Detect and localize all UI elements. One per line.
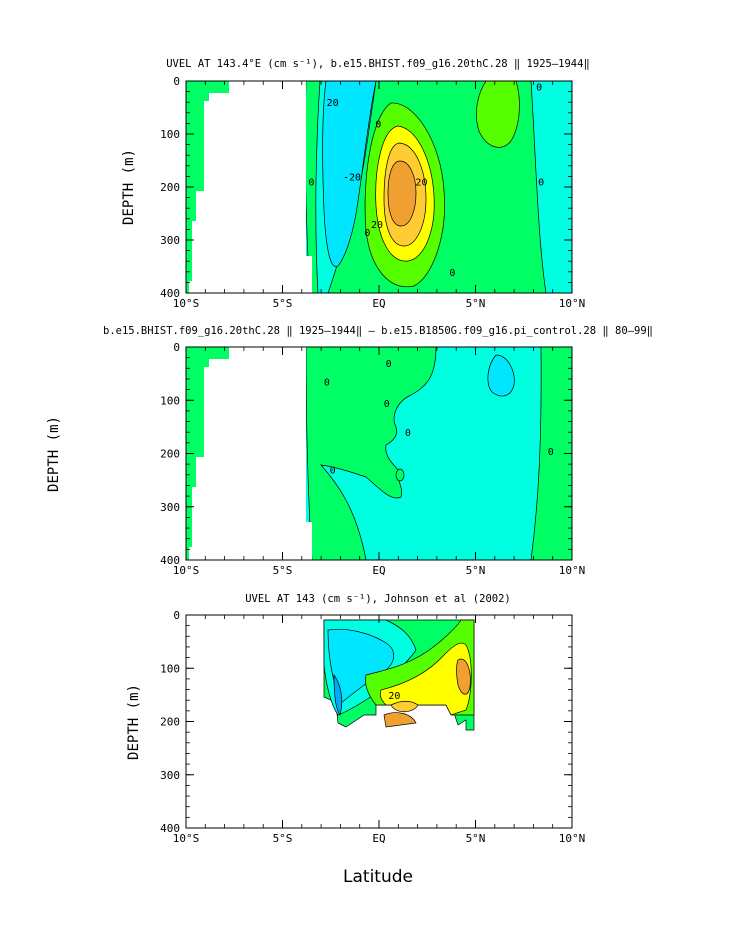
x-tick-label: 5°N: [466, 564, 486, 577]
panel-2: b.e15.BHIST.f09_g16.20thC.28 ‖ 1925–1944…: [103, 325, 653, 561]
panel-1-contour-fill-lime: [476, 81, 520, 148]
panel-2-contour-fill-green-west: [305, 347, 437, 560]
contour-label: 0: [386, 359, 392, 370]
y-tick-label: 0: [173, 341, 180, 354]
panel-1-contour-fill-orange: [387, 160, 417, 227]
panel-2-land-mask: [186, 347, 312, 560]
panel-1: UVEL AT 143.4°E (cm s⁻¹), b.e15.BHIST.f0…: [166, 58, 590, 294]
contour-label: -20: [343, 172, 361, 183]
panel-1-title: UVEL AT 143.4°E (cm s⁻¹), b.e15.BHIST.f0…: [166, 58, 590, 70]
x-tick-label: EQ: [372, 564, 385, 577]
x-tick-label: EQ: [372, 297, 385, 310]
panel-3-title: UVEL AT 143 (cm s⁻¹), Johnson et al (200…: [245, 593, 511, 605]
contour-label: 0: [308, 178, 314, 189]
contour-label: 20: [371, 220, 383, 231]
x-axis-label: Latitude: [343, 867, 413, 887]
x-tick-label: 10°S: [173, 832, 200, 845]
x-tick-label: 10°N: [559, 564, 586, 577]
contour-label: 0: [375, 119, 381, 130]
panel-3-contour-fill-deep-blue: [333, 673, 343, 716]
contour-label: 0: [384, 399, 390, 410]
y-tick-label: 200: [160, 716, 180, 729]
y-tick-label: 100: [160, 128, 180, 141]
x-tick-label: 5°N: [466, 832, 486, 845]
contour-label: 0: [538, 178, 544, 189]
y-tick-label: 200: [160, 448, 180, 461]
panel-2-contour-fill-cyan-blob: [487, 354, 515, 397]
contour-label: 0: [324, 378, 330, 389]
y-tick-label: 300: [160, 234, 180, 247]
panel-3-plot: [186, 615, 572, 828]
y-tick-label: 400: [160, 554, 180, 567]
y-axis-label: DEPTH (m): [121, 149, 137, 225]
contour-label: 0: [548, 447, 554, 458]
y-axis-label: DEPTH (m): [126, 684, 142, 760]
x-tick-label: 10°S: [173, 564, 200, 577]
contour-label: 0: [364, 228, 370, 239]
y-tick-label: 0: [173, 75, 180, 88]
panel-3-contour-fill-orange-south: [383, 712, 417, 728]
y-tick-label: 0: [173, 609, 180, 622]
x-tick-label: EQ: [372, 832, 385, 845]
panel-1-contour-fill-cyan-negative: [322, 81, 377, 268]
y-tick-label: 400: [160, 287, 180, 300]
contour-label: 20: [415, 178, 427, 189]
x-tick-label: 5°N: [466, 297, 486, 310]
panel-3-contour-labels: 20: [388, 691, 400, 702]
y-tick-label: 400: [160, 822, 180, 835]
panel-3: UVEL AT 143 (cm s⁻¹), Johnson et al (200…: [185, 593, 573, 887]
x-tick-label: 10°N: [559, 297, 586, 310]
x-tick-label: 5°S: [273, 297, 293, 310]
panel-3-contour-fill-yellow: [379, 642, 472, 716]
y-tick-label: 100: [160, 662, 180, 675]
panel-3-contour-fill-orange-east: [456, 658, 471, 695]
contour-label: 0: [330, 465, 336, 476]
panel-2-coastal-strip: [186, 347, 229, 560]
contour-label: 0: [536, 82, 542, 93]
y-tick-label: 300: [160, 501, 180, 514]
y-axis-label: DEPTH (m): [46, 416, 62, 492]
contour-label: 0: [449, 268, 455, 279]
contour-label: 20: [388, 691, 400, 702]
panel-1-land-mask: [186, 81, 312, 293]
x-tick-label: 10°S: [173, 297, 200, 310]
panel-1-plot: [186, 81, 572, 293]
x-tick-label: 10°N: [559, 832, 586, 845]
x-tick-label: 5°S: [273, 564, 293, 577]
y-tick-label: 300: [160, 769, 180, 782]
y-tick-label: 100: [160, 394, 180, 407]
panel-2-title: b.e15.BHIST.f09_g16.20thC.28 ‖ 1925–1944…: [103, 325, 653, 337]
y-tick-label: 200: [160, 181, 180, 194]
contour-label: 20: [327, 98, 339, 109]
contour-label: 0: [405, 428, 411, 439]
panel-1-coastal-strip: [186, 81, 229, 293]
panel-2-plot: [186, 347, 572, 560]
panel-3-contour-fill-gold: [390, 700, 419, 713]
panel-2-contour-fill-green-island: [395, 468, 405, 482]
panel-2-contour-labels: 0 0 0 0 0 0: [324, 359, 554, 477]
x-tick-label: 5°S: [273, 832, 293, 845]
